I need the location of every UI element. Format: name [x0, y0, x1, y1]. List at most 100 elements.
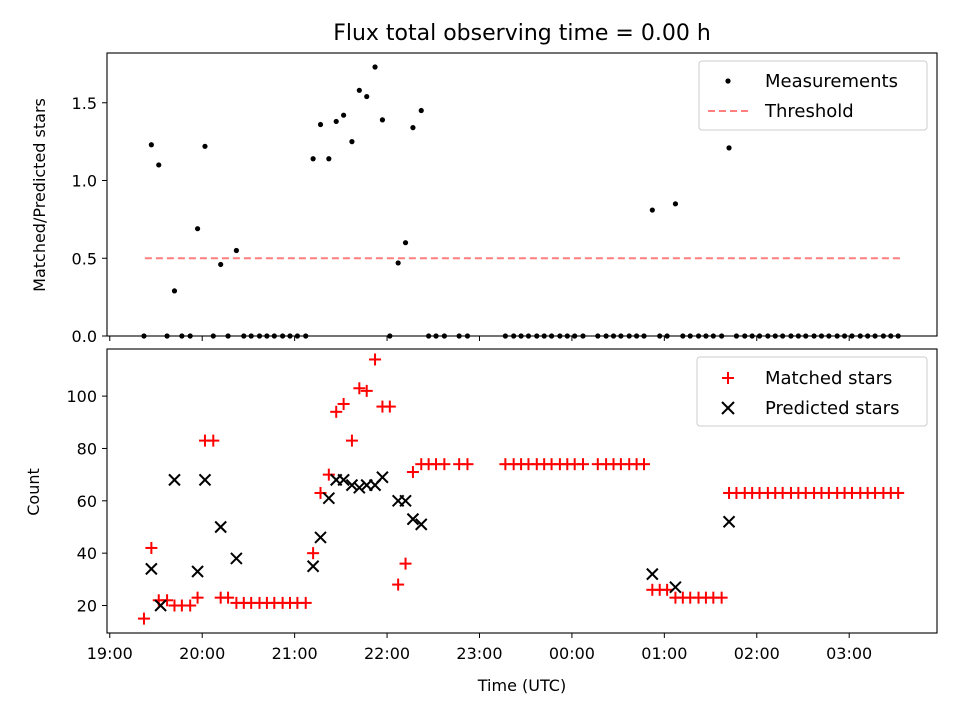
predicted-star-point [406, 512, 420, 526]
predicted-star-point [415, 518, 428, 531]
predicted-star-point [198, 473, 212, 487]
matched-star-point [399, 557, 412, 570]
matched-star-point [137, 612, 150, 625]
measurement-point [341, 112, 347, 118]
bottom-legend: Matched stars Predicted stars [696, 356, 928, 427]
measurement-point [410, 125, 416, 131]
measurement-point [364, 93, 370, 100]
measurement-point [672, 201, 679, 207]
predicted-star-point [145, 562, 158, 576]
bottom-y-tick-label: 100 [66, 387, 97, 406]
matched-star-point [222, 591, 235, 604]
measurement-point [233, 247, 239, 254]
matched-star-point [191, 591, 204, 604]
matched-star-point [438, 458, 451, 471]
measurement-point [333, 118, 339, 125]
matched-star-point [299, 596, 312, 609]
measurement-point [372, 64, 378, 70]
x-axis-label: Time (UTC) [477, 676, 566, 695]
matched-star-point [715, 591, 728, 604]
bottom-y-tick-label: 80 [77, 439, 97, 458]
bottom-y-axis-label: Count [24, 468, 43, 516]
predicted-star-point [322, 491, 336, 505]
measurement-point [156, 162, 162, 168]
top-y-tick-label: 0.5 [72, 249, 97, 268]
matched-stars-points [137, 353, 905, 625]
matched-star-point [345, 434, 358, 447]
top-legend: Measurements Threshold [698, 60, 928, 131]
predicted-star-point [337, 473, 350, 487]
measurement-point [402, 240, 409, 246]
predicted-star-point [154, 599, 167, 612]
predicted-star-point [230, 552, 243, 565]
matched-star-point [392, 578, 405, 591]
predicted-star-point [376, 471, 389, 484]
measurement-point [148, 142, 154, 148]
measurement-point [317, 121, 324, 128]
x-tick-label: 21:00 [272, 644, 318, 663]
bottom-y-tick-label: 60 [77, 492, 97, 511]
measurement-point [326, 156, 332, 162]
measurement-point [171, 288, 178, 294]
matched-star-point [353, 382, 366, 395]
measurement-point [649, 207, 655, 213]
predicted-stars-points [145, 471, 736, 612]
measurement-point [194, 226, 201, 232]
matched-star-point [322, 468, 335, 481]
measurement-point [379, 117, 386, 123]
predicted-star-point [314, 531, 327, 544]
matched-star-point [406, 466, 419, 479]
predicted-star-point [353, 481, 366, 494]
predicted-star-point [214, 520, 227, 534]
legend-measurements-label: Measurements [765, 71, 898, 92]
predicted-star-point [669, 580, 682, 594]
x-tick-label: 19:00 [87, 644, 133, 663]
matched-star-point [892, 486, 905, 499]
top-y-axis: 0.0 0.5 1.0 1.5 [72, 94, 107, 346]
measurement-point [395, 260, 401, 266]
x-tick-label: 02:00 [734, 644, 780, 663]
legend-matched-label: Matched stars [765, 368, 892, 389]
matched-star-point [307, 547, 320, 560]
x-tick-label: 00:00 [549, 644, 595, 663]
measurement-point [418, 107, 424, 114]
predicted-star-point [168, 473, 181, 487]
predicted-star-point [191, 565, 204, 578]
legend-measurements-marker [725, 78, 731, 84]
matched-star-point [330, 405, 343, 418]
measurement-point [218, 261, 224, 268]
bottom-legend-box [696, 356, 928, 427]
top-y-axis-label: Matched/Predicted stars [30, 98, 49, 292]
top-x-ticks [109, 336, 850, 341]
legend-predicted-marker [721, 401, 735, 415]
top-legend-box [698, 60, 928, 131]
bottom-y-tick-label: 20 [77, 597, 97, 616]
measurement-point [310, 156, 316, 162]
bottom-plot-frame [106, 348, 938, 634]
x-tick-label: 03:00 [826, 644, 872, 663]
matched-star-point [161, 594, 174, 607]
x-tick-label: 20:00 [179, 644, 225, 663]
top-y-tick-label: 1.0 [72, 172, 97, 191]
legend-predicted-label: Predicted stars [765, 398, 899, 419]
top-plot-frame [106, 52, 938, 337]
measurement-point [726, 145, 732, 151]
matched-star-point [369, 353, 382, 366]
top-panel: 0.0 0.5 1.0 1.5 Matched/Predicted stars Mea… [30, 52, 938, 346]
legend-threshold-label: Threshold [764, 101, 854, 122]
bottom-y-axis: 20 40 60 80 100 [66, 387, 107, 616]
bottom-x-axis: 19:00 20:00 21:00 22:00 23:00 00:00 01:00 02:00… [87, 633, 872, 663]
matched-star-point [337, 397, 350, 410]
measurement-point [349, 139, 355, 145]
measurement-point [202, 143, 208, 149]
matched-star-point [577, 458, 590, 471]
x-tick-label: 23:00 [456, 644, 502, 663]
matched-star-point [461, 458, 474, 471]
bottom-panel: 20 40 60 80 100 19:00 20:00 21:00 22:00 23:00 00:… [24, 348, 938, 695]
x-tick-label: 01:00 [641, 644, 687, 663]
measurement-point [356, 87, 362, 93]
chart-title: Flux total observing time = 0.00 h [333, 21, 711, 46]
predicted-star-point [306, 560, 320, 573]
matched-star-point [207, 434, 220, 447]
top-y-tick-label: 1.5 [72, 94, 97, 113]
